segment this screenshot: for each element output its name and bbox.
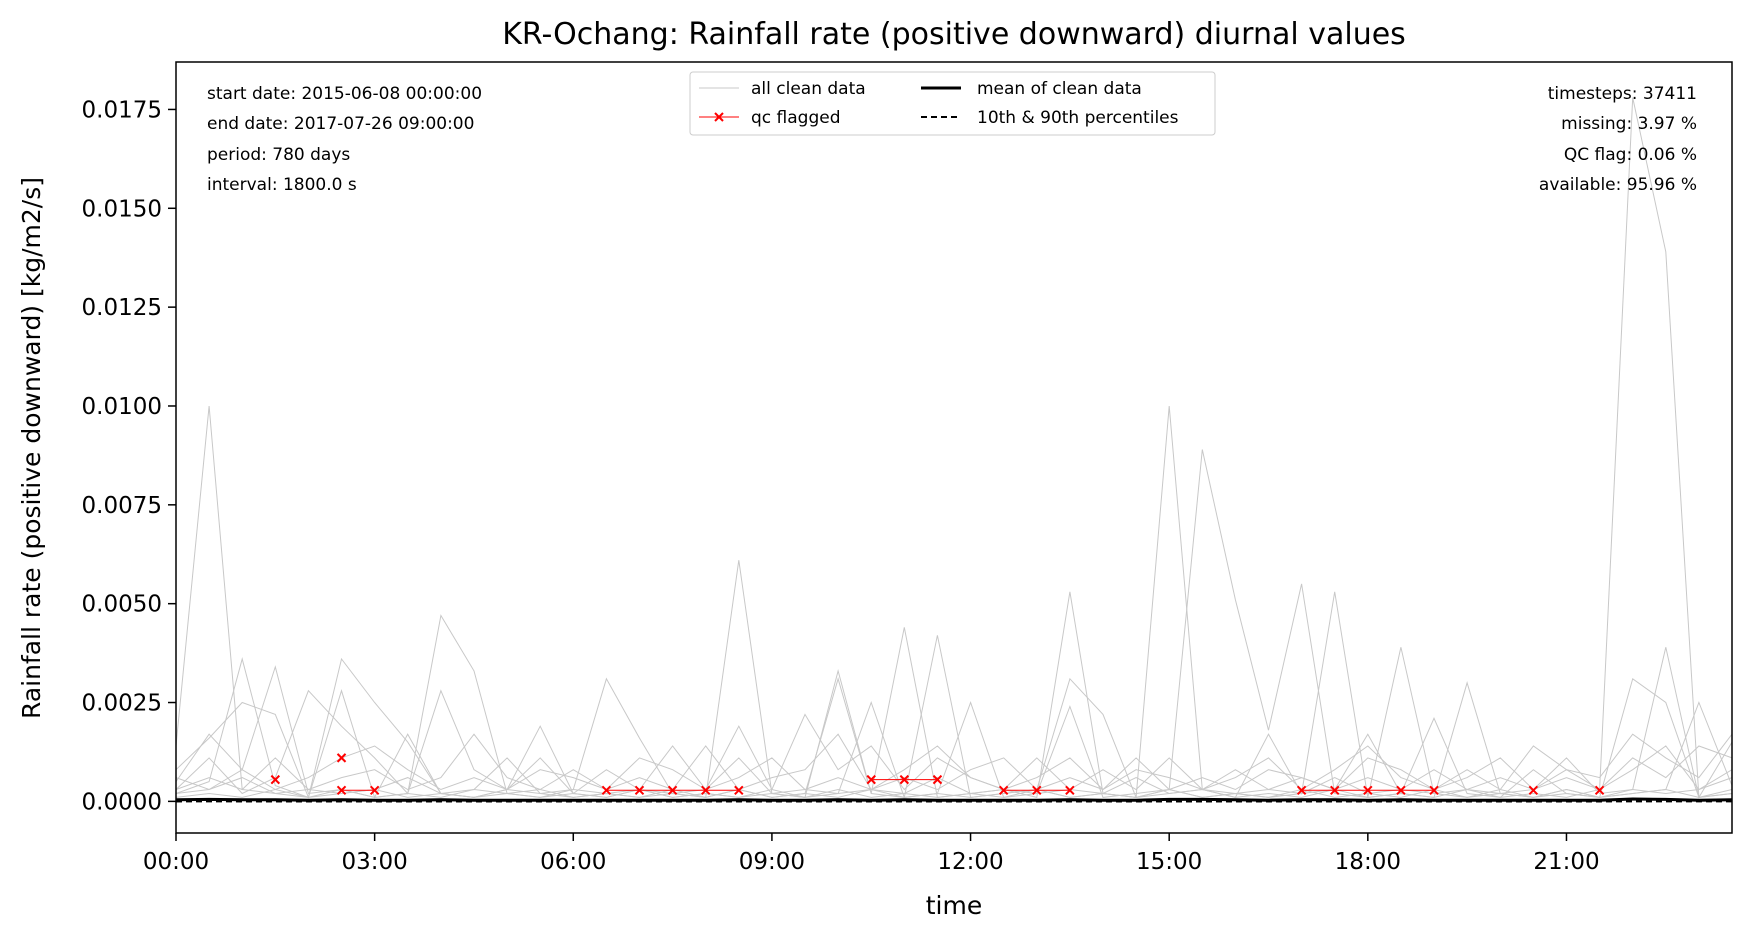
qc-point [336,785,347,796]
y-tick-label: 0.0075 [82,493,162,519]
legend-label-mean: mean of clean data [977,79,1142,99]
qc-point [601,785,612,796]
y-tick-label: 0.0025 [82,691,162,717]
y-tick-label: 0.0050 [82,592,162,618]
info-interval: interval: 1800.0 s [207,175,357,195]
clean-data-lines [175,97,1733,799]
clean-data-line-8 [175,757,1733,795]
info-end-date: end date: 2017-07-26 09:00:00 [207,114,474,134]
x-axis-label: time [926,891,982,920]
legend-swatch-qc-marker [714,112,724,122]
qc-flagged-markers [270,753,1605,796]
info-right-block: timesteps: 37411 missing: 3.97 % QC flag… [1539,84,1697,195]
clean-data-line-7 [175,733,1733,791]
qc-point [998,785,1009,796]
plot-frame [176,62,1732,833]
qc-point [667,785,678,796]
x-tick-label: 18:00 [1335,849,1401,875]
clean-data-line-3 [175,591,1733,798]
y-tick-label: 0.0175 [82,97,162,123]
y-axis-ticks: 0.0000 0.0025 0.0050 0.0075 0.0100 0.0125 0.01… [82,97,176,815]
chart-title: KR-Ochang: Rainfall rate (positive downw… [502,17,1406,52]
qc-point [336,753,347,763]
info-start-date: start date: 2015-06-08 00:00:00 [207,84,482,104]
qc-point [1296,785,1307,796]
info-left-block: start date: 2015-06-08 00:00:00 end date… [207,84,482,195]
qc-point [866,774,876,785]
qc-point [1396,785,1406,796]
legend-label-clean: all clean data [751,79,866,99]
qc-point [270,774,281,785]
mean-line-group [175,797,1733,802]
x-tick-label: 03:00 [341,849,407,875]
qc-point [1528,785,1539,796]
clean-data-line-6 [175,733,1733,791]
info-period: period: 780 days [207,145,350,165]
legend-box [689,71,1216,136]
qc-point [932,774,943,785]
x-tick-label: 12:00 [937,849,1003,875]
y-tick-label: 0.0000 [82,789,162,815]
info-timesteps: timesteps: 37411 [1548,84,1697,104]
info-missing: missing: 3.97 % [1561,114,1697,134]
y-tick-label: 0.0150 [82,196,162,222]
y-tick-label: 0.0125 [82,295,162,321]
clean-data-line-5 [175,689,1733,795]
qc-point [700,785,711,796]
x-tick-label: 21:00 [1533,849,1599,875]
qc-point [1330,785,1340,796]
x-tick-label: 00:00 [143,849,209,875]
plot-border [175,61,1733,834]
qc-point [1594,785,1605,796]
x-tick-label: 06:00 [540,849,606,875]
info-available: available: 95.96 % [1539,175,1697,195]
legend-label-qc: qc flagged [751,108,841,128]
qc-point [899,774,910,785]
plot-area [175,61,1733,834]
x-tick-label: 15:00 [1136,849,1202,875]
y-tick-label: 0.0100 [82,394,162,420]
qc-point [1363,785,1373,796]
qc-point [1429,785,1439,796]
legend: all clean data qc flagged mean of clean … [689,71,1216,136]
x-axis-ticks: 00:00 03:00 06:00 09:00 12:00 15:00 18:00 21:00 [143,833,1600,875]
info-qc-flag: QC flag: 0.06 % [1564,145,1697,165]
mean-line [175,797,1733,802]
y-axis-label: Rainfall rate (positive downward) [kg/m2… [17,177,46,719]
qc-point [1065,785,1075,796]
qc-point [734,785,744,796]
qc-point [369,785,380,796]
clean-data-line-4 [175,681,1733,799]
clean-data-line-9 [175,788,1733,798]
qc-point [1032,785,1042,796]
legend-label-percentiles: 10th & 90th percentiles [977,108,1179,128]
qc-point [634,785,645,796]
x-tick-label: 09:00 [739,849,805,875]
